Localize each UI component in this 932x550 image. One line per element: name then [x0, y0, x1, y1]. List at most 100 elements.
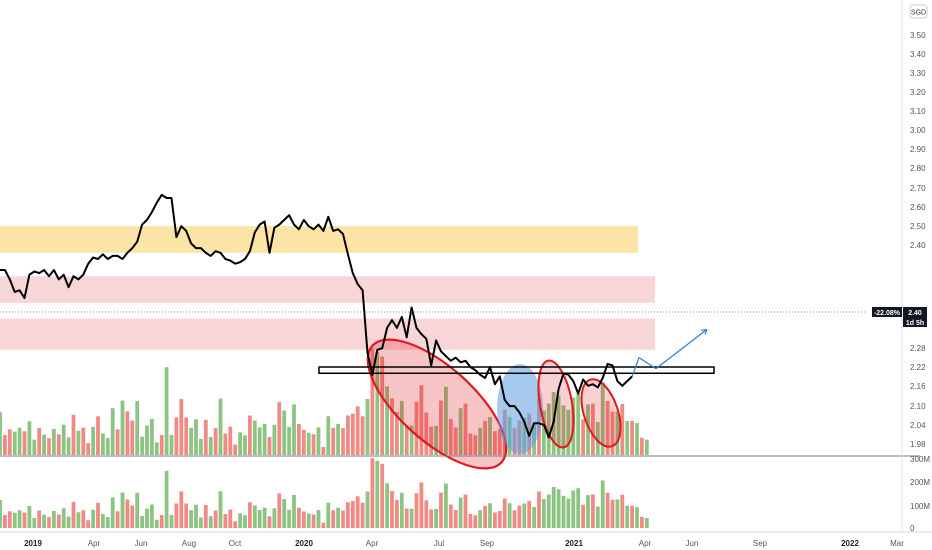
volume-bar [414, 493, 419, 528]
volume-bar [591, 494, 595, 528]
currency-label[interactable]: SGD [909, 4, 928, 19]
volume-bar [208, 516, 213, 528]
price-axis[interactable]: 3.50 3.40 3.30 3.20 3.10 3.00 2.90 2.80 2.70 2.60… [910, 31, 926, 449]
price-tick: 2.50 [910, 222, 926, 231]
volume-bar [581, 419, 585, 455]
volume-bar [595, 506, 600, 528]
price-tick: 3.30 [910, 69, 926, 78]
volume-bar [297, 507, 301, 528]
volume-bar [140, 516, 144, 528]
volume-bar [194, 504, 198, 528]
volume-tick: 0 [910, 524, 915, 533]
volume-bar [620, 404, 625, 455]
volume-bar [272, 424, 277, 455]
volume-bar [546, 494, 551, 528]
price-series [0, 193, 708, 439]
volume-bar [81, 510, 86, 528]
price-line[interactable] [0, 193, 633, 439]
volume-bar [399, 492, 404, 528]
volume-bar [56, 434, 61, 455]
volume-tick: 100M [910, 502, 930, 511]
volume-bar [448, 504, 453, 528]
volume-bar [135, 492, 140, 528]
volume-bar [385, 483, 389, 528]
time-axis[interactable]: 2019 Apr Jun Aug Oct 2020 Apr Jul Sep 2021 Apr Jun S… [24, 539, 904, 548]
volume-bar [3, 515, 7, 528]
projection-line[interactable] [631, 328, 708, 377]
volume-bar [610, 411, 615, 455]
volume-bar [444, 386, 448, 455]
volume-bar [213, 428, 218, 455]
volume-bar [414, 401, 419, 455]
volume-bar [223, 433, 228, 455]
time-tick: Jul [434, 539, 444, 548]
volume-bar [86, 443, 91, 455]
volume-bar [311, 514, 316, 528]
volume-bar [101, 433, 105, 455]
volume-bar [203, 419, 208, 455]
volume-bar [22, 512, 27, 528]
volume-bar [326, 502, 331, 528]
volume-bar [586, 495, 590, 528]
volume-bar [483, 420, 487, 455]
volume-bar [105, 438, 110, 455]
volume-bar [321, 446, 326, 455]
volume-bar [331, 427, 336, 455]
volume-bar [306, 513, 311, 528]
volume-bar [644, 518, 649, 528]
volume-bar [287, 427, 291, 455]
price-tick: 3.50 [910, 31, 926, 40]
volume-bar [581, 504, 585, 528]
volume-bar [488, 503, 492, 528]
price-tick: 2.10 [910, 402, 926, 411]
volume-bar [213, 510, 218, 528]
volume-bar [306, 432, 311, 455]
red-ellipse-large[interactable] [348, 318, 527, 489]
volume-bar [620, 494, 625, 528]
volume-bar [409, 508, 414, 528]
volume-bar [238, 513, 242, 528]
volume-bar [199, 438, 203, 455]
volume-bar [331, 510, 336, 528]
blue-ellipse[interactable] [497, 364, 543, 454]
volume-bar [27, 506, 32, 528]
volume-bar [630, 505, 634, 528]
volume-axis[interactable]: 300M 200M 100M 0 [910, 455, 930, 533]
volume-bar [512, 510, 517, 528]
price-tick: 2.90 [910, 145, 926, 154]
volume-bar [448, 418, 453, 455]
volume-bar [546, 403, 551, 455]
volume-bar [110, 408, 115, 455]
volume-bar [228, 426, 233, 455]
volume-bar [272, 508, 277, 528]
resistance-zones [0, 226, 655, 350]
price-tick: 3.40 [910, 50, 926, 59]
volume-bar [174, 417, 179, 455]
volume-bar [37, 510, 42, 528]
volume-bar [385, 386, 389, 455]
volume-bar [346, 415, 350, 455]
volume-bar [12, 431, 17, 455]
volume-bar [507, 503, 512, 528]
volume-bar [297, 423, 301, 455]
volume-bar [615, 499, 620, 528]
change-tag: -22.08% [872, 307, 902, 317]
volume-bar [189, 427, 193, 455]
volume-bar [145, 508, 149, 528]
support-box[interactable] [318, 366, 715, 375]
volume-bar [115, 429, 120, 455]
volume-bar [625, 505, 630, 528]
price-tick: 2.80 [910, 164, 926, 173]
volume-bar [395, 412, 399, 455]
red-ellipse-small[interactable] [574, 374, 628, 451]
volume-bar [542, 410, 546, 455]
volume-bar [424, 412, 429, 455]
volume-bar [355, 406, 360, 455]
volume-bar [0, 500, 2, 528]
volume-bar [292, 495, 296, 528]
volume-bar [76, 512, 81, 528]
volume-bar [640, 516, 644, 528]
volume-bar [370, 458, 375, 528]
